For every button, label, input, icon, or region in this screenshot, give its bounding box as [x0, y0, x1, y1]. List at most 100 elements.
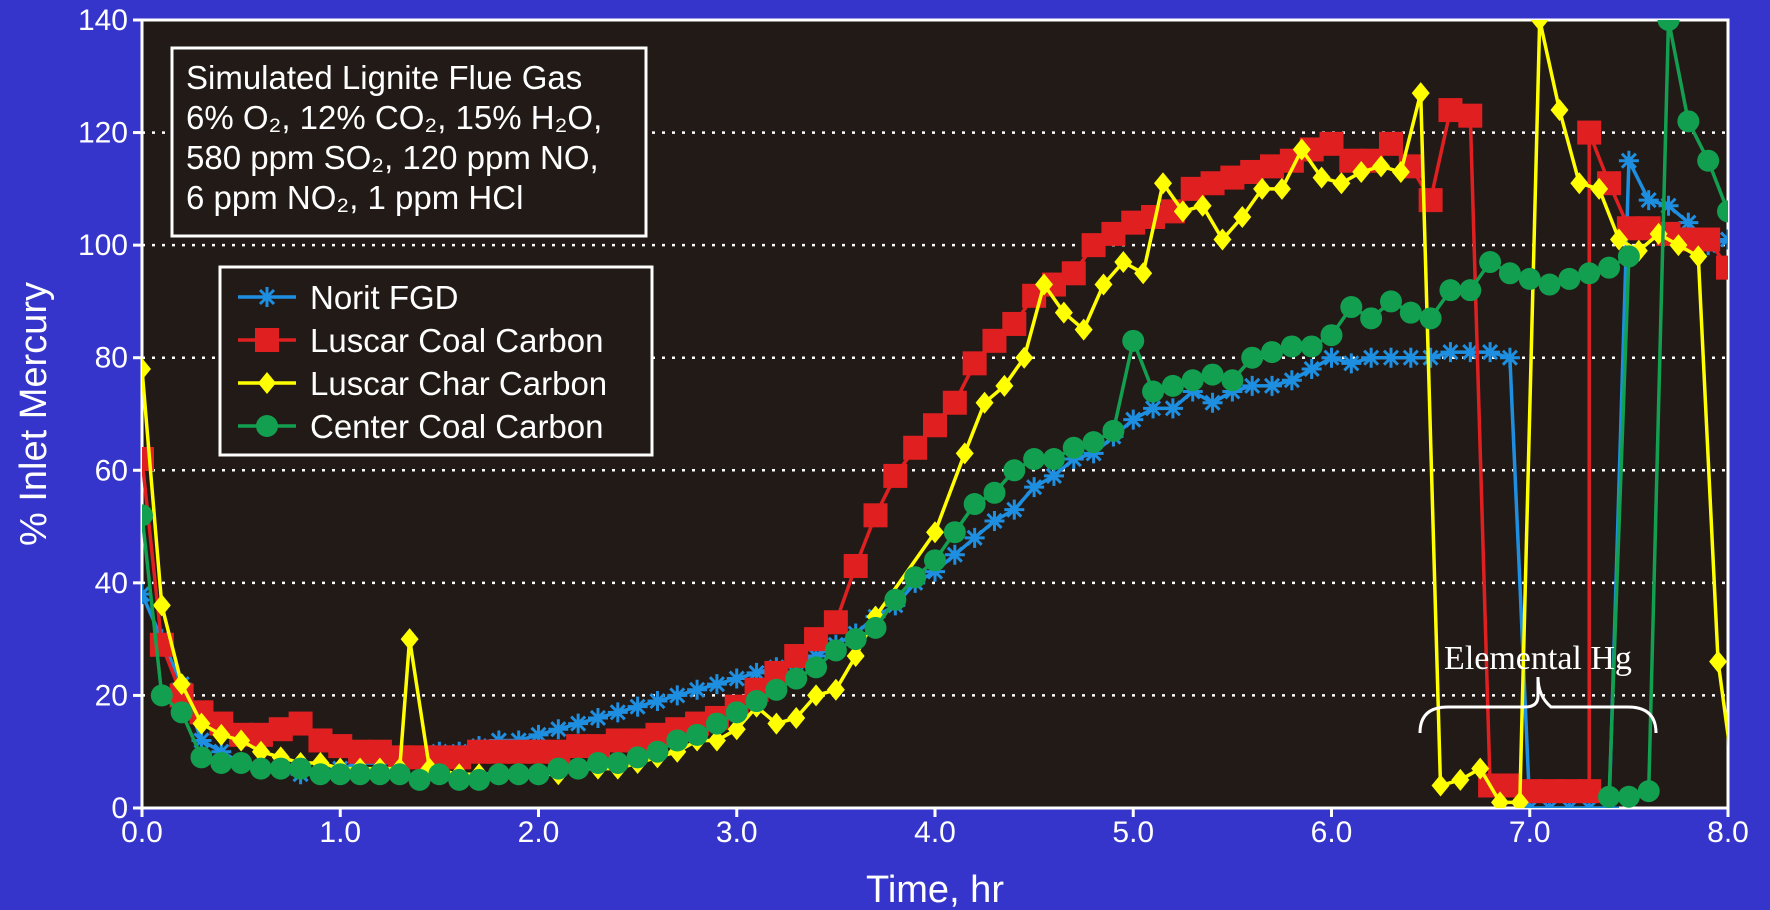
- annotation-brace: [1418, 676, 1658, 734]
- legend: Norit FGD Luscar Coal Carbon Luscar Char C…: [218, 265, 654, 457]
- data-point-center-coal-carbon: [210, 751, 233, 774]
- data-point-norit-fgd: [1361, 347, 1382, 368]
- conditions-box: Simulated Lignite Flue Gas 6% O₂, 12% CO…: [170, 46, 648, 238]
- series-layer: [142, 20, 1728, 808]
- x-tick-label: 1.0: [319, 816, 361, 849]
- data-point-center-coal-carbon: [1062, 436, 1085, 459]
- data-point-center-coal-carbon: [983, 481, 1006, 504]
- data-point-norit-fgd: [1638, 190, 1659, 211]
- data-point-luscar-char-carbon: [1471, 757, 1490, 780]
- data-point-center-coal-carbon: [1479, 251, 1502, 274]
- data-point-center-coal-carbon: [864, 616, 887, 639]
- data-point-luscar-char-carbon: [1054, 301, 1073, 324]
- data-point-norit-fgd: [984, 510, 1005, 531]
- axis-ticks: 0 20 40 60 80 100 120 140 0.0 1.0 2.0 3.0 4.0 5.0 6.0 7…: [78, 4, 1749, 849]
- y-tick-label: 40: [95, 567, 128, 600]
- data-point-norit-fgd: [1043, 465, 1064, 486]
- data-point-luscar-char-carbon: [1491, 791, 1510, 808]
- x-tick-label: 5.0: [1112, 816, 1154, 849]
- data-point-luscar-char-carbon: [846, 645, 865, 668]
- data-point-norit-fgd: [726, 668, 747, 689]
- legend-label-luscar-coal-carbon: Luscar Coal Carbon: [310, 322, 604, 359]
- data-point-center-coal-carbon: [329, 763, 352, 786]
- data-point-center-coal-carbon: [1617, 785, 1640, 808]
- data-point-norit-fgd: [1480, 342, 1501, 363]
- data-point-norit-fgd: [1321, 347, 1342, 368]
- legend-label-luscar-char-carbon: Luscar Char Carbon: [310, 365, 607, 402]
- data-point-norit-fgd: [1004, 499, 1025, 520]
- data-point-center-coal-carbon: [1221, 369, 1244, 392]
- y-axis-title: % Inlet Mercury: [13, 282, 55, 546]
- data-point-norit-fgd: [667, 685, 688, 706]
- data-point-norit-fgd: [647, 691, 668, 712]
- data-point-luscar-char-carbon: [975, 391, 994, 414]
- data-point-center-coal-carbon: [448, 768, 471, 791]
- data-point-center-coal-carbon: [904, 566, 927, 589]
- data-point-luscar-coal-carbon: [883, 463, 908, 488]
- data-point-norit-fgd: [806, 646, 827, 667]
- x-tick-label: 7.0: [1509, 816, 1551, 849]
- conditions-line-2: 6% O₂, 12% CO₂, 15% H₂O,: [186, 99, 602, 136]
- x-tick-label: 0.0: [121, 816, 163, 849]
- y-tick-label: 0: [111, 792, 128, 825]
- data-point-center-coal-carbon: [1617, 245, 1640, 268]
- data-point-center-coal-carbon: [1459, 279, 1482, 302]
- data-point-center-coal-carbon: [1161, 374, 1184, 397]
- data-point-luscar-char-carbon: [1550, 99, 1569, 122]
- data-point-center-coal-carbon: [547, 757, 570, 780]
- data-point-norit-fgd: [746, 662, 767, 683]
- data-point-norit-fgd: [1499, 347, 1520, 368]
- data-point-norit-fgd: [944, 544, 965, 565]
- data-point-center-coal-carbon: [1102, 419, 1125, 442]
- data-point-center-coal-carbon: [586, 751, 609, 774]
- data-point-norit-fgd: [191, 730, 212, 751]
- data-point-center-coal-carbon: [943, 521, 966, 544]
- data-point-center-coal-carbon: [1003, 459, 1026, 482]
- data-point-norit-fgd: [1281, 370, 1302, 391]
- data-point-center-coal-carbon: [1498, 262, 1521, 285]
- data-point-norit-fgd: [1440, 342, 1461, 363]
- data-point-luscar-char-carbon: [1510, 791, 1529, 808]
- data-point-center-coal-carbon: [844, 628, 867, 651]
- data-point-luscar-char-carbon: [1332, 172, 1351, 195]
- data-point-luscar-char-carbon: [787, 706, 806, 729]
- data-point-luscar-char-carbon: [1312, 166, 1331, 189]
- data-point-norit-fgd: [1460, 342, 1481, 363]
- data-point-luscar-char-carbon: [1411, 82, 1430, 105]
- data-point-norit-fgd: [1301, 358, 1322, 379]
- data-point-center-coal-carbon: [1201, 363, 1224, 386]
- legend-label-center-coal-carbon: Center Coal Carbon: [310, 408, 604, 445]
- legend-swatch-marker-center-coal-carbon: [256, 415, 278, 437]
- data-point-center-coal-carbon: [190, 746, 213, 769]
- data-point-center-coal-carbon: [1518, 267, 1541, 290]
- data-point-luscar-char-carbon: [767, 712, 786, 735]
- data-point-center-coal-carbon: [1241, 346, 1264, 369]
- legend-swatch-marker-norit-fgd: [257, 287, 277, 307]
- data-point-center-coal-carbon: [1360, 307, 1383, 330]
- data-point-luscar-char-carbon: [1292, 138, 1311, 161]
- data-point-norit-fgd: [568, 713, 589, 734]
- data-point-luscar-char-carbon: [1173, 200, 1192, 223]
- data-point-luscar-char-carbon: [192, 712, 211, 735]
- data-point-center-coal-carbon: [765, 678, 788, 701]
- data-point-center-coal-carbon: [1578, 262, 1601, 285]
- data-point-luscar-char-carbon: [1272, 177, 1291, 200]
- data-point-center-coal-carbon: [527, 763, 550, 786]
- data-point-center-coal-carbon: [1042, 448, 1065, 471]
- data-point-luscar-char-carbon: [152, 594, 171, 617]
- data-point-norit-fgd: [627, 696, 648, 717]
- conditions-frame: [170, 46, 648, 238]
- data-point-center-coal-carbon: [487, 763, 510, 786]
- data-point-luscar-coal-carbon: [1577, 779, 1602, 804]
- data-point-center-coal-carbon: [1677, 110, 1700, 133]
- data-point-luscar-coal-carbon: [903, 435, 928, 460]
- data-point-luscar-coal-carbon: [1002, 311, 1027, 336]
- data-point-norit-fgd: [1202, 392, 1223, 413]
- data-point-center-coal-carbon: [666, 729, 689, 752]
- elemental-hg-annotation: Elemental Hg: [1418, 640, 1658, 734]
- data-point-norit-fgd: [1678, 212, 1699, 233]
- data-point-luscar-char-carbon: [400, 628, 419, 651]
- data-point-norit-fgd: [1380, 347, 1401, 368]
- data-point-luscar-char-carbon: [1134, 262, 1153, 285]
- data-point-norit-fgd: [587, 707, 608, 728]
